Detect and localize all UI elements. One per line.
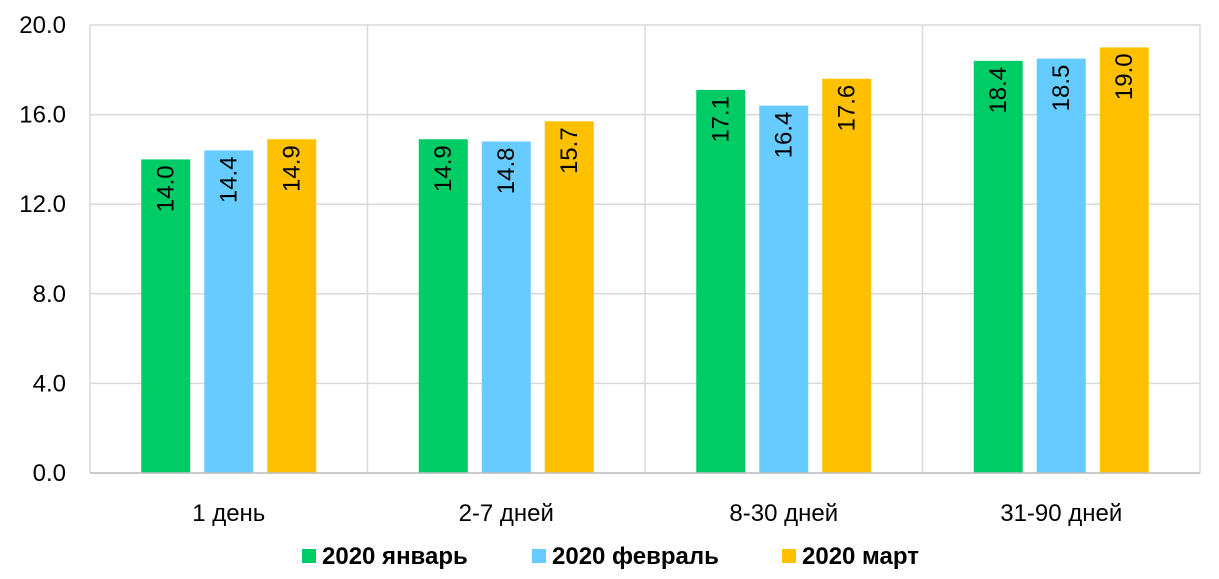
data-label: 17.1 bbox=[708, 96, 735, 143]
bar bbox=[418, 139, 468, 474]
bar bbox=[1036, 58, 1086, 473]
legend-swatch bbox=[532, 549, 546, 563]
bar bbox=[544, 121, 594, 473]
data-label: 15.7 bbox=[556, 127, 583, 174]
y-tick-label: 8.0 bbox=[33, 281, 66, 308]
legend-label: 2020 март bbox=[802, 543, 919, 570]
data-label: 14.9 bbox=[279, 145, 306, 192]
gridlines bbox=[89, 24, 1201, 474]
data-label: 14.9 bbox=[430, 145, 457, 192]
bar bbox=[267, 139, 317, 474]
bar bbox=[141, 159, 191, 473]
bar bbox=[973, 60, 1023, 474]
data-labels: 14.0 14.4 14.9 14.9 14.8 15.7 17.1 16.4 17.6 18.4… bbox=[153, 53, 1139, 212]
bar bbox=[481, 141, 531, 474]
legend: 2020 январь 2020 февраль 2020 март bbox=[302, 543, 919, 570]
bar bbox=[822, 78, 872, 473]
y-tick-label: 20.0 bbox=[19, 12, 66, 39]
legend-label: 2020 февраль bbox=[552, 543, 719, 570]
data-label: 14.8 bbox=[493, 147, 520, 194]
x-tick-label: 31-90 дней bbox=[1000, 500, 1122, 527]
axes: 0.0 4.0 8.0 12.0 16.0 20.0 1 день 2-7 дней 8-30 … bbox=[19, 12, 1200, 527]
x-tick-label: 8-30 дней bbox=[729, 500, 838, 527]
data-label: 19.0 bbox=[1111, 53, 1138, 100]
bar bbox=[759, 105, 809, 473]
data-label: 14.0 bbox=[153, 165, 180, 212]
y-tick-label: 4.0 bbox=[33, 370, 66, 397]
legend-swatch bbox=[302, 549, 316, 563]
x-tick-label: 2-7 дней bbox=[459, 500, 554, 527]
bar bbox=[1099, 47, 1149, 474]
y-tick-label: 16.0 bbox=[19, 102, 66, 129]
bar bbox=[696, 89, 746, 474]
legend-label: 2020 январь bbox=[322, 543, 468, 570]
data-label: 14.4 bbox=[216, 156, 243, 203]
y-tick-label: 12.0 bbox=[19, 191, 66, 218]
y-tick-label: 0.0 bbox=[33, 460, 66, 487]
x-tick-label: 1 день bbox=[192, 500, 265, 527]
legend-swatch bbox=[782, 549, 796, 563]
data-label: 18.4 bbox=[985, 67, 1012, 114]
data-label: 16.4 bbox=[771, 112, 798, 159]
bar bbox=[204, 150, 254, 473]
bars bbox=[141, 47, 1149, 474]
data-label: 17.6 bbox=[834, 85, 861, 132]
data-label: 18.5 bbox=[1048, 65, 1075, 112]
